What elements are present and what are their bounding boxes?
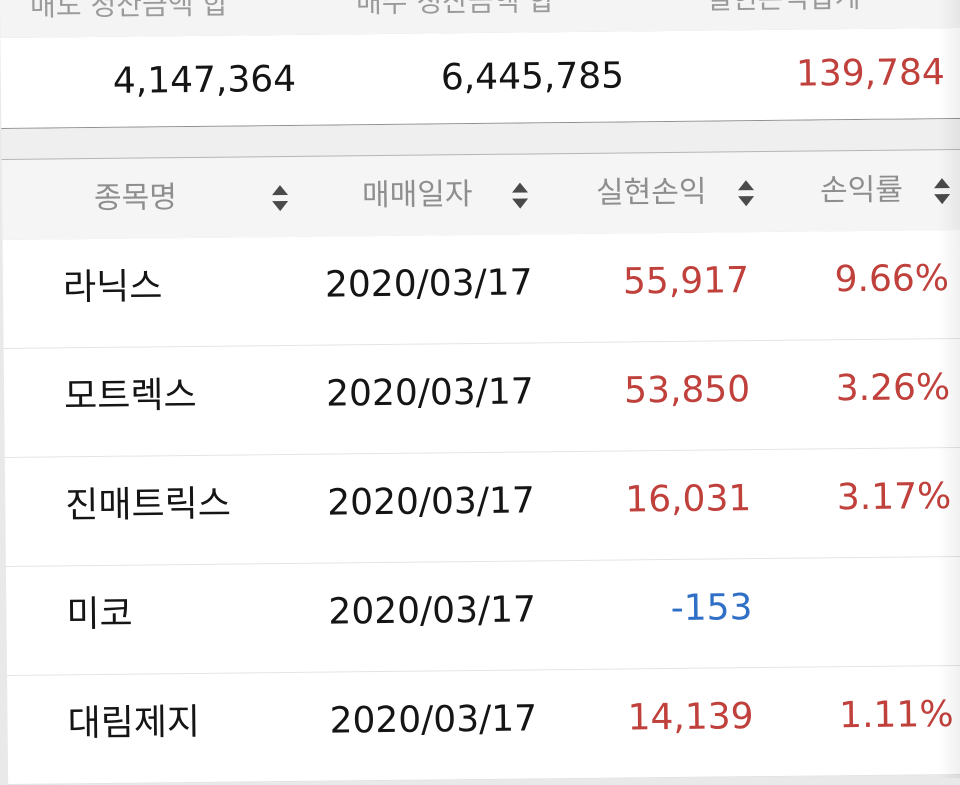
pl-rate: 9.66% [834,258,950,301]
realized-pl: 55,917 [622,260,750,303]
sort-icon[interactable] [512,182,528,208]
table-row[interactable]: 대림제지 2020/03/17 14,139 1.11% [7,665,960,785]
column-header-date[interactable]: 매매일자 [362,155,473,236]
realized-pl: 53,850 [623,369,751,412]
stock-name: 대림제지 [67,701,201,745]
pl-rate: 3.26% [835,367,951,410]
column-header-pl-label: 실현손익 [595,174,707,211]
column-header-pl[interactable]: 실현손익 [596,153,707,234]
summary-header-realized: 실현손익합계 [706,0,861,31]
table-row[interactable]: 라닉스 2020/03/17 55,917 9.66% [2,229,960,349]
sell-total-value: 4,147,364 [112,58,297,102]
trade-date: 2020/03/17 [324,262,533,306]
column-header-rate[interactable]: 손익률 [820,151,904,232]
summary-header-buy: 매수 정산금액 합 [355,0,555,20]
realized-pl: 16,031 [625,478,752,521]
stock-name: 모트렉스 [63,374,197,418]
stock-name: 진매트릭스 [65,483,232,527]
sort-icon[interactable] [934,178,950,204]
pl-rate: 1.11% [838,694,954,737]
stock-name: 라닉스 [62,266,163,309]
realized-pl: 14,139 [627,696,754,739]
trade-date: 2020/03/17 [327,480,535,524]
trade-list: 라닉스 2020/03/17 55,917 9.66% 모트렉스 2020/03… [2,229,960,785]
table-row[interactable]: 미코 2020/03/17 -153 [5,556,960,676]
column-header-name[interactable]: 종목명 [94,158,178,239]
buy-total-value: 6,445,785 [440,55,625,99]
table-row[interactable]: 모트렉스 2020/03/17 53,850 3.26% [3,338,960,458]
sort-icon[interactable] [738,180,754,206]
sort-icon[interactable] [272,185,288,211]
realized-total-value: 139,784 [795,52,946,95]
summary-values: 4,147,364 6,445,785 139,784 [0,27,960,129]
trade-date: 2020/03/17 [328,589,537,633]
table-header: 종목명 매매일자 실현손익 손익률 [1,148,960,241]
trade-date: 2020/03/17 [329,698,538,742]
pl-rate [952,557,953,665]
column-header-name-label: 종목명 [93,180,178,217]
column-header-date-label: 매매일자 [361,177,473,214]
trade-date: 2020/03/17 [325,371,534,415]
summary-header-sell: 매도 정산금액 합 [29,0,229,23]
realized-pl: -153 [670,587,753,630]
table-row[interactable]: 진매트릭스 2020/03/17 16,031 3.17% [4,447,960,567]
column-header-rate-label: 손익률 [819,172,904,209]
stock-name: 미코 [66,593,133,636]
pl-rate: 3.17% [836,476,952,519]
